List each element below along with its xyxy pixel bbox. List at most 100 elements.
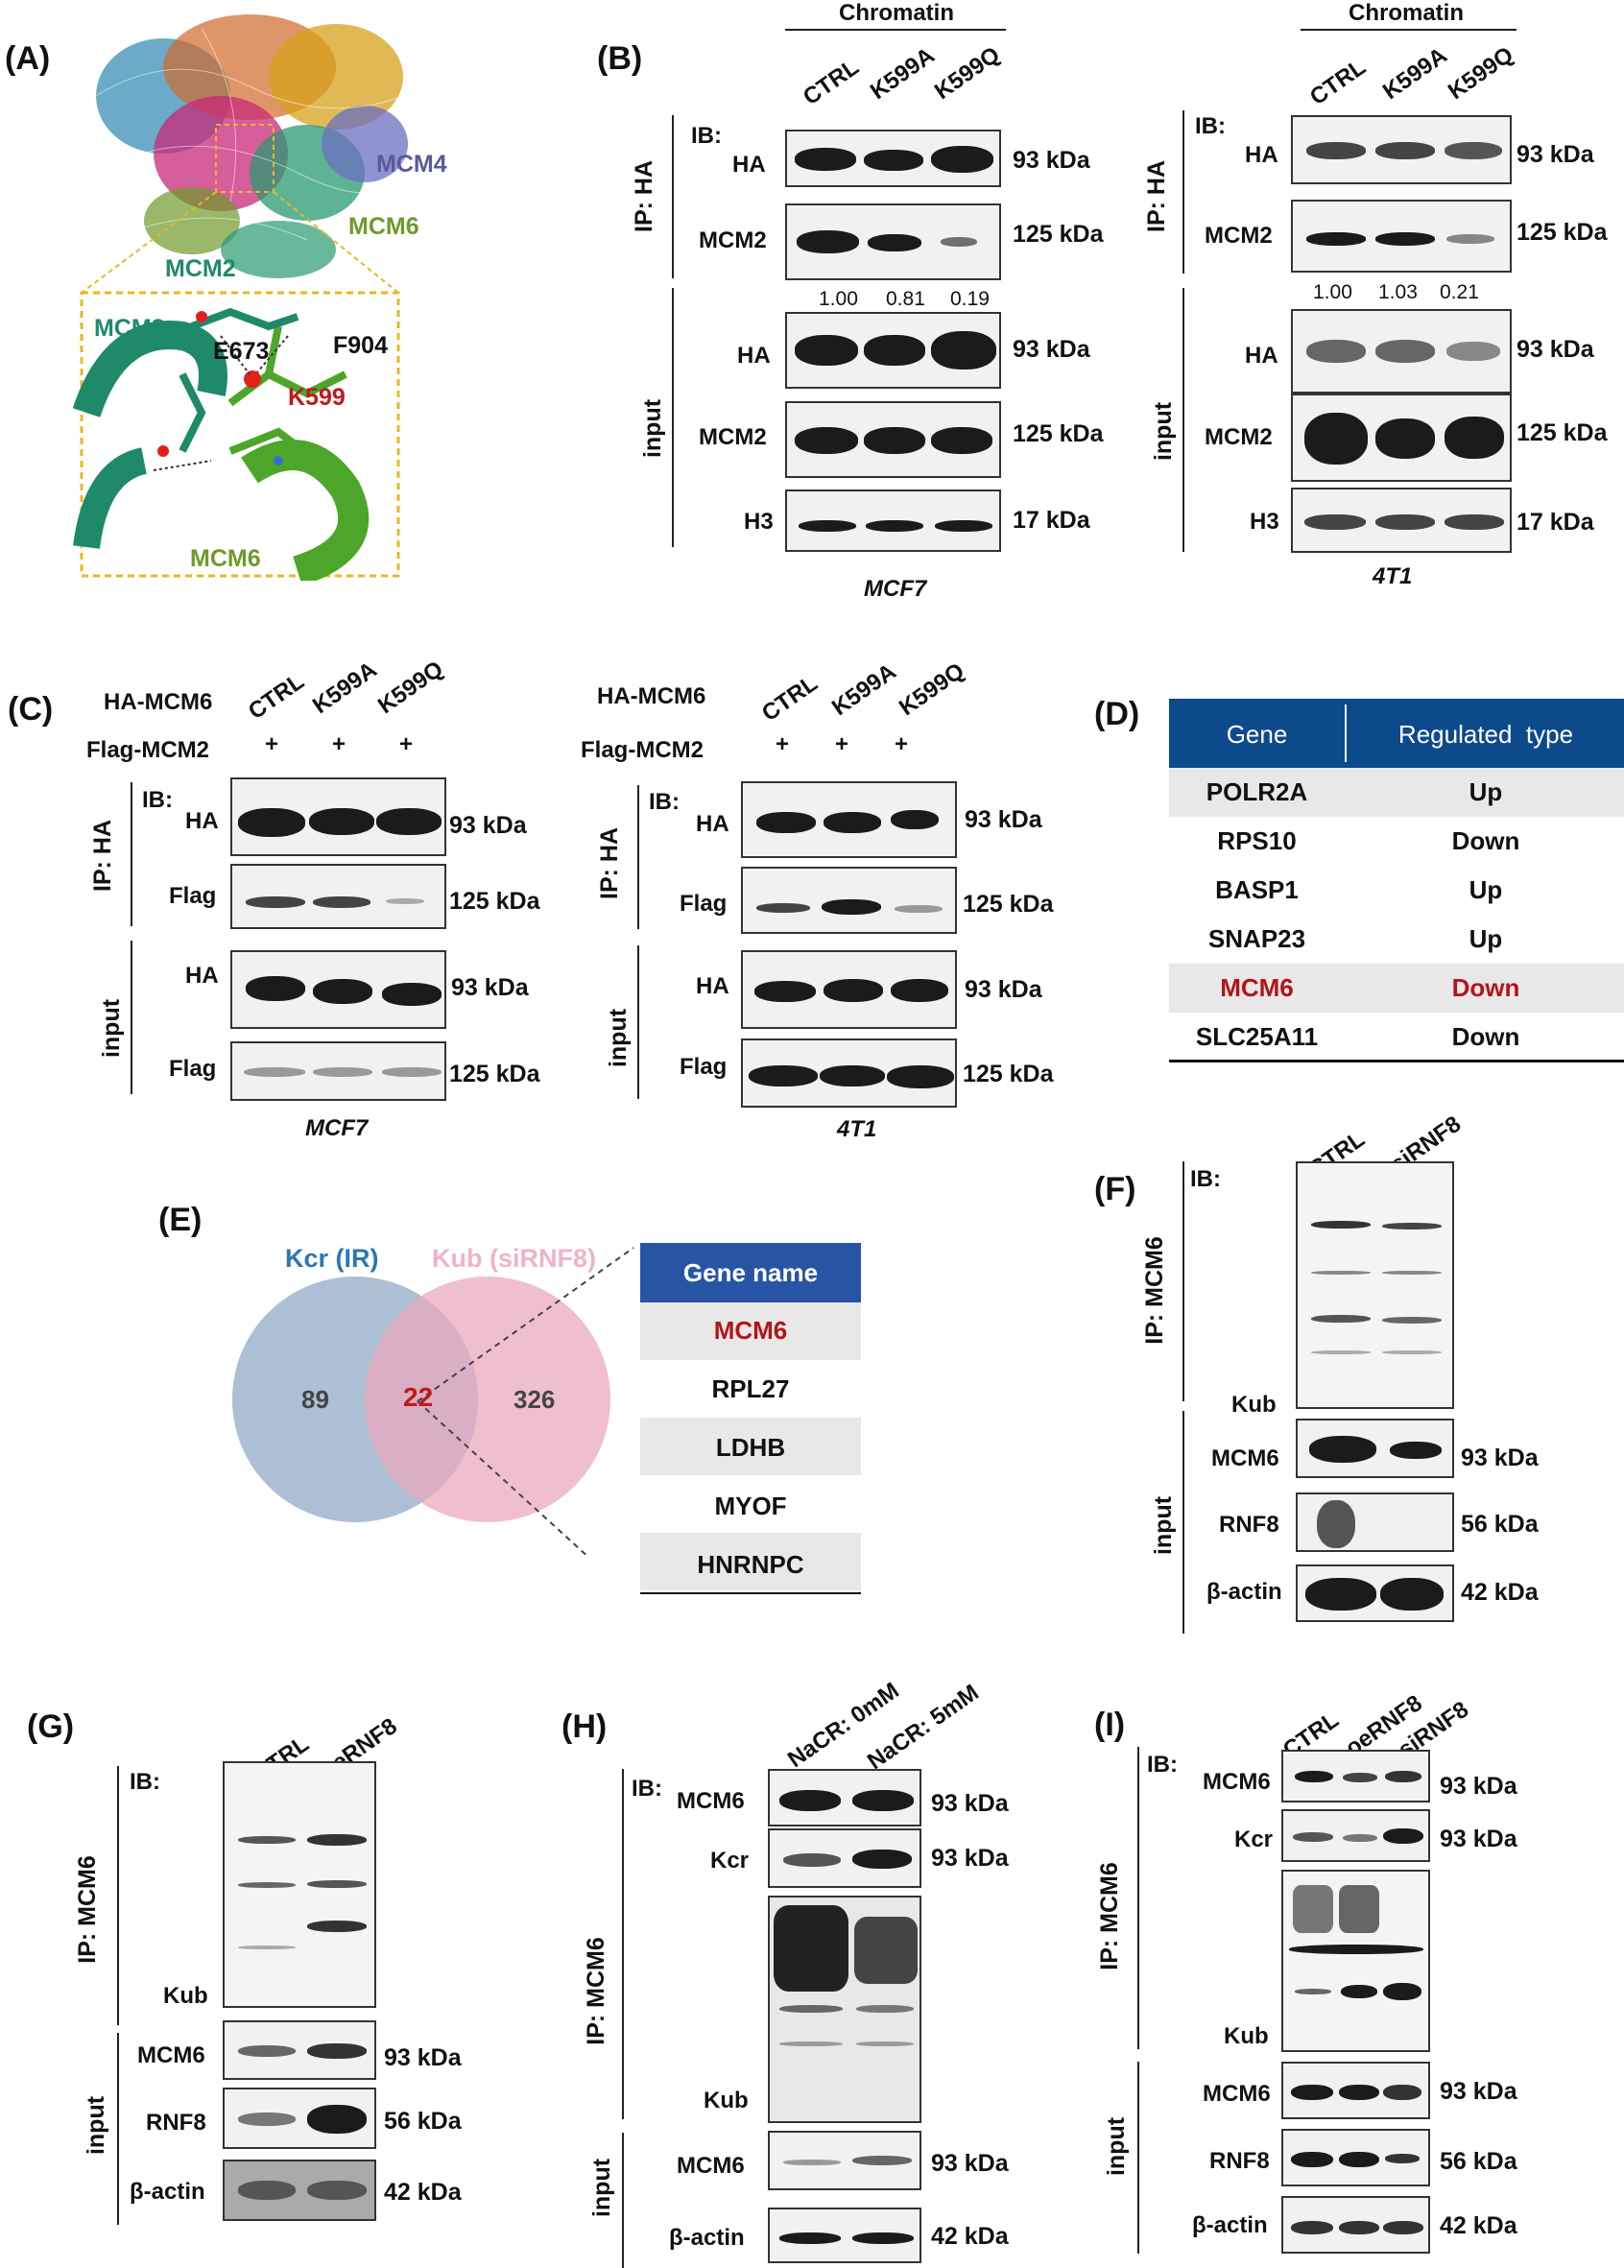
- table-row-type: Up: [1469, 924, 1503, 953]
- blot-g-actin: [223, 2160, 376, 2221]
- ha-mcm6-label: HA-MCM6: [104, 689, 213, 715]
- ib-label: IB:: [649, 789, 680, 815]
- row-kub: Kub: [1224, 2023, 1269, 2049]
- blot-c-ha-input: [230, 950, 446, 1029]
- mcm6-zoom-label: MCM6: [190, 545, 261, 572]
- kda-label: 93 kDa: [1440, 1773, 1517, 1800]
- ib-label: IB:: [632, 1776, 662, 1802]
- lane-k599q: K599Q: [1443, 41, 1518, 106]
- kda-label: 93 kDa: [1013, 147, 1090, 174]
- lane-k599q: K599Q: [372, 656, 448, 720]
- kda-label: 42 kDa: [931, 2223, 1009, 2250]
- kda-label: 125 kDa: [449, 1061, 540, 1087]
- row-ha: HA: [1245, 343, 1278, 369]
- row-mcm6: MCM6: [677, 2153, 745, 2179]
- plus-sign: +: [895, 731, 909, 757]
- blot-h-mcm6-ip: [768, 1769, 921, 1826]
- lane-ctrl: CTRL: [798, 54, 864, 111]
- blot-b-h3-right: [1291, 488, 1512, 553]
- kda-label: 93 kDa: [1013, 336, 1090, 363]
- quant-value: 0.19: [950, 288, 990, 310]
- gene-name-row: MYOF: [714, 1492, 787, 1520]
- venn-overlap-count: 22: [403, 1382, 434, 1412]
- row-kub: Kub: [1231, 1392, 1277, 1418]
- blot-i-kcr: [1281, 1809, 1430, 1862]
- row-kcr: Kcr: [710, 1848, 750, 1874]
- kda-label: 93 kDa: [449, 812, 527, 839]
- input-label: input: [1150, 1495, 1178, 1556]
- table-row-type: Down: [1451, 1022, 1520, 1051]
- table-row-gene: SLC25A11: [1195, 1022, 1319, 1051]
- blot-h-kcr: [768, 1828, 921, 1888]
- panel-label-h: (H): [561, 1708, 608, 1745]
- blot-h-actin: [768, 2208, 921, 2263]
- header-gene: Gene: [1226, 720, 1288, 749]
- row-flag: Flag: [169, 883, 217, 909]
- blot-b-mcm2-input-right: [1291, 394, 1512, 482]
- input-label: input: [639, 398, 667, 459]
- cell-line-label: MCF7: [305, 1115, 369, 1141]
- blot-b-mcm2-ip: [785, 203, 1001, 280]
- blot-i-kub: [1281, 1870, 1430, 2052]
- blot-c-flag-ip: [230, 864, 446, 929]
- row-mcm2: MCM2: [699, 227, 767, 253]
- row-beta-actin: β-actin: [1206, 1579, 1282, 1605]
- mcm2-zoom-label: MCM2: [94, 315, 165, 342]
- ib-label: IB:: [1190, 1166, 1221, 1192]
- kda-label: 93 kDa: [1517, 336, 1594, 363]
- table-row-type: Up: [1469, 875, 1503, 904]
- blot-f-kub: [1296, 1161, 1454, 1409]
- protein-structure-image: [72, 14, 408, 581]
- row-ha: HA: [696, 973, 729, 999]
- row-ha: HA: [696, 811, 729, 837]
- kda-label: 125 kDa: [1013, 420, 1104, 447]
- kda-label: 125 kDa: [963, 1061, 1054, 1087]
- cell-line-label: 4T1: [837, 1116, 877, 1142]
- table-row-type: Down: [1451, 973, 1520, 1002]
- blot-i-rnf8: [1281, 2129, 1430, 2186]
- kda-label: 93 kDa: [931, 1845, 1009, 1872]
- flag-mcm2-label: Flag-MCM2: [86, 737, 209, 763]
- panel-label-c: (C): [8, 691, 54, 728]
- kda-label: 125 kDa: [1013, 221, 1104, 248]
- panel-label-d: (D): [1094, 696, 1140, 732]
- panel-label-a: (A): [5, 40, 51, 77]
- blot-b-ha-input: [785, 312, 1001, 389]
- lane-k599q: K599Q: [894, 657, 969, 722]
- kda-label: 42 kDa: [1461, 1579, 1539, 1606]
- input-label: input: [1103, 2116, 1131, 2177]
- gene-name-row: MCM6: [713, 1316, 788, 1345]
- kda-label: 17 kDa: [1013, 507, 1090, 534]
- row-flag: Flag: [680, 1054, 728, 1080]
- kda-label: 42 kDa: [1440, 2212, 1517, 2239]
- kda-label: 93 kDa: [1440, 2078, 1517, 2105]
- kda-label: 56 kDa: [1461, 1511, 1539, 1538]
- plus-sign: +: [835, 731, 849, 757]
- table-row-type: Down: [1451, 826, 1520, 855]
- ib-label: IB:: [1195, 113, 1226, 139]
- plus-sign: +: [265, 731, 279, 757]
- panel-label-g: (G): [27, 1708, 75, 1745]
- gene-name-row: RPL27: [711, 1374, 790, 1403]
- ip-ha-label: IP: HA: [1143, 160, 1170, 232]
- row-rnf8: RNF8: [1219, 1512, 1279, 1538]
- gene-table-d: Gene Regulated type POLR2A Up RPS10 Down…: [1169, 699, 1624, 1063]
- ib-label: IB:: [691, 123, 722, 149]
- mcm2-top-label: MCM2: [165, 255, 236, 282]
- kda-label: 93 kDa: [451, 974, 529, 1001]
- table-row-gene: POLR2A: [1206, 777, 1308, 806]
- row-kcr: Kcr: [1234, 1826, 1274, 1852]
- table-header: [1169, 699, 1624, 768]
- table-row-gene: SNAP23: [1207, 924, 1306, 953]
- blot-f-rnf8: [1296, 1492, 1454, 1552]
- panel-label-i: (I): [1094, 1707, 1126, 1743]
- blot-h-kub: [768, 1896, 921, 2123]
- row-ha: HA: [737, 343, 771, 369]
- row-mcm6: MCM6: [1211, 1445, 1279, 1471]
- kda-label: 125 kDa: [1517, 419, 1608, 446]
- venn-diagram: [232, 1247, 634, 1555]
- ib-label: IB:: [142, 787, 173, 813]
- lane-k599a: K599A: [1377, 42, 1452, 106]
- flag-mcm2-label: Flag-MCM2: [581, 737, 704, 763]
- ip-mcm6-label: IP: MCM6: [1095, 1862, 1123, 1970]
